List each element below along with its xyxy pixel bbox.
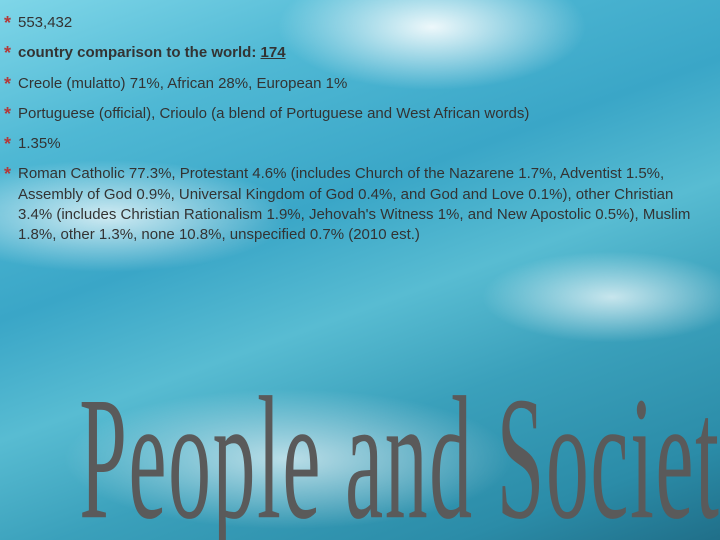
list-text: Portuguese (official), Crioulo (a blend … <box>18 105 529 122</box>
list-item: Roman Catholic 77.3%, Protestant 4.6% (i… <box>0 159 710 250</box>
content-area: 553,432 country comparison to the world:… <box>0 8 710 250</box>
list-text: Roman Catholic 77.3%, Protestant 4.6% (i… <box>18 165 690 243</box>
list-text: Creole (mulatto) 71%, African 28%, Europ… <box>18 75 347 92</box>
list-item: Portuguese (official), Crioulo (a blend … <box>0 99 710 129</box>
list-item: Creole (mulatto) 71%, African 28%, Europ… <box>0 69 710 99</box>
list-item: 1.35% <box>0 129 710 159</box>
list-text: 553,432 <box>18 14 72 31</box>
bullet-list: 553,432 country comparison to the world:… <box>0 8 710 250</box>
list-item: 553,432 <box>0 8 710 38</box>
list-prefix: country comparison to the world: <box>18 44 261 61</box>
list-text: 1.35% <box>18 135 61 152</box>
comparison-link[interactable]: 174 <box>261 44 286 61</box>
slide-title: People and Society <box>79 370 641 540</box>
list-item: country comparison to the world: 174 <box>0 38 710 68</box>
